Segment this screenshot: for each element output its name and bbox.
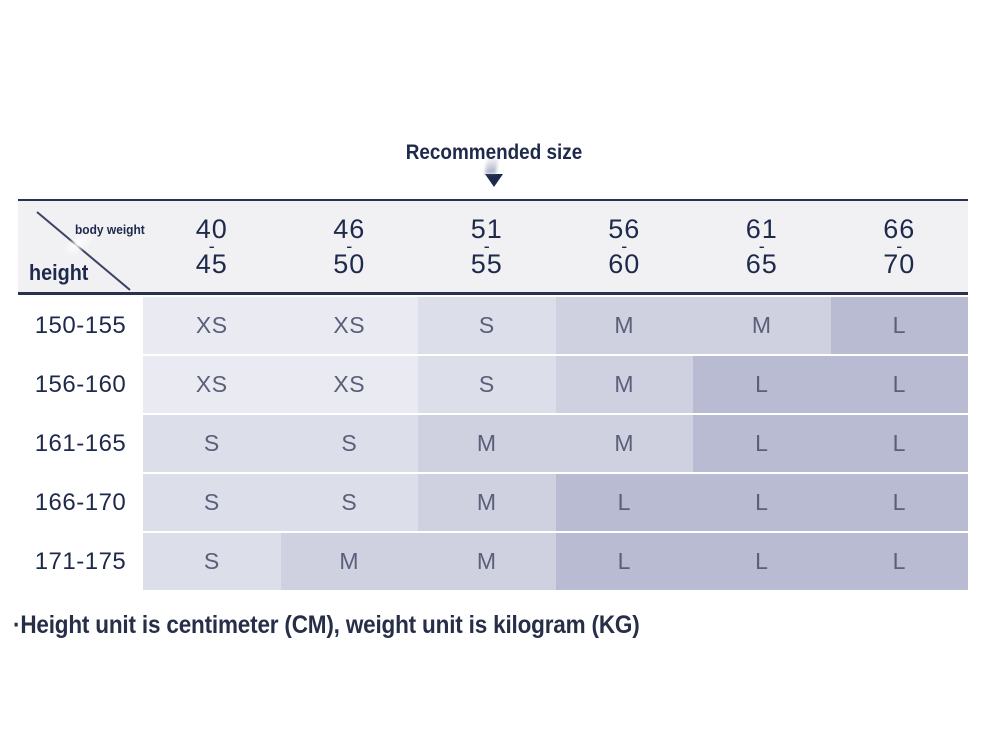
weight-max: 45 [195, 249, 228, 279]
size-cell: S [143, 474, 281, 531]
height-axis-label: height [29, 260, 89, 285]
weight-min: 56 [608, 214, 641, 244]
arrow-triangle [485, 174, 503, 187]
weight-min: 46 [333, 214, 366, 244]
weight-min: 61 [745, 214, 778, 244]
body-weight-axis-label: body weight [75, 222, 145, 237]
weight-column-header: 66 - 70 [831, 201, 969, 292]
height-row-label: 171-175 [18, 533, 143, 590]
size-cell: L [830, 474, 968, 531]
height-row-label: 161-165 [18, 415, 143, 472]
size-cell: XS [280, 297, 418, 354]
weight-max: 50 [333, 249, 366, 279]
page-title: Recommended size [405, 141, 583, 164]
size-cell: L [830, 533, 968, 590]
weight-column-header: 61 - 65 [693, 201, 831, 292]
weight-max: 65 [745, 249, 778, 279]
weight-min: 51 [470, 214, 503, 244]
units-note: ·Height unit is centimeter (CM), weight … [13, 611, 640, 639]
weight-column-header: 51 - 55 [418, 201, 556, 292]
weight-dash: - [483, 236, 490, 256]
weight-column-header: 56 - 60 [556, 201, 694, 292]
weight-dash: - [346, 236, 353, 256]
size-cell: S [418, 297, 556, 354]
size-cell: M [280, 533, 418, 590]
size-cell: M [555, 356, 693, 413]
weight-column-header: 46 - 50 [281, 201, 419, 292]
size-cell: S [143, 415, 281, 472]
size-cell: S [280, 415, 418, 472]
weight-min: 40 [195, 214, 228, 244]
weight-column-header: 40 - 45 [143, 201, 281, 292]
size-cell: L [555, 533, 693, 590]
size-cell: L [830, 297, 968, 354]
size-cell: S [143, 533, 281, 590]
size-cell: L [693, 356, 831, 413]
weight-max: 70 [883, 249, 916, 279]
weight-max: 60 [608, 249, 641, 279]
weight-dash: - [758, 236, 765, 256]
corner-cell: body weight height [18, 201, 145, 292]
size-cell: L [693, 415, 831, 472]
height-row-label: 156-160 [18, 356, 143, 413]
size-cell: XS [143, 297, 281, 354]
table-header-row: body weight height 40 - 45 46 - 50 51 - … [18, 199, 968, 295]
weight-dash: - [208, 236, 215, 256]
table-row: 150-155 XS XS S M M L [18, 297, 968, 354]
size-cell: L [830, 415, 968, 472]
table-row: 166-170 S S M L L L [18, 474, 968, 531]
size-cell: M [555, 415, 693, 472]
size-cell: S [418, 356, 556, 413]
table-row: 156-160 XS XS S M L L [18, 356, 968, 413]
size-cell: XS [280, 356, 418, 413]
size-cell: S [280, 474, 418, 531]
weight-dash: - [896, 236, 903, 256]
weight-max: 55 [470, 249, 503, 279]
height-row-label: 150-155 [18, 297, 143, 354]
height-row-label: 166-170 [18, 474, 143, 531]
size-cell: M [418, 415, 556, 472]
size-cell: L [693, 474, 831, 531]
size-cell: L [693, 533, 831, 590]
size-cell: L [555, 474, 693, 531]
size-cell: XS [143, 356, 281, 413]
size-chart-table: body weight height 40 - 45 46 - 50 51 - … [18, 199, 968, 590]
weight-min: 66 [883, 214, 916, 244]
size-cell: M [555, 297, 693, 354]
size-cell: M [693, 297, 831, 354]
table-row: 171-175 S M M L L L [18, 533, 968, 590]
weight-dash: - [621, 236, 628, 256]
size-cell: M [418, 533, 556, 590]
size-cell: M [418, 474, 556, 531]
size-cell: L [830, 356, 968, 413]
table-row: 161-165 S S M M L L [18, 415, 968, 472]
